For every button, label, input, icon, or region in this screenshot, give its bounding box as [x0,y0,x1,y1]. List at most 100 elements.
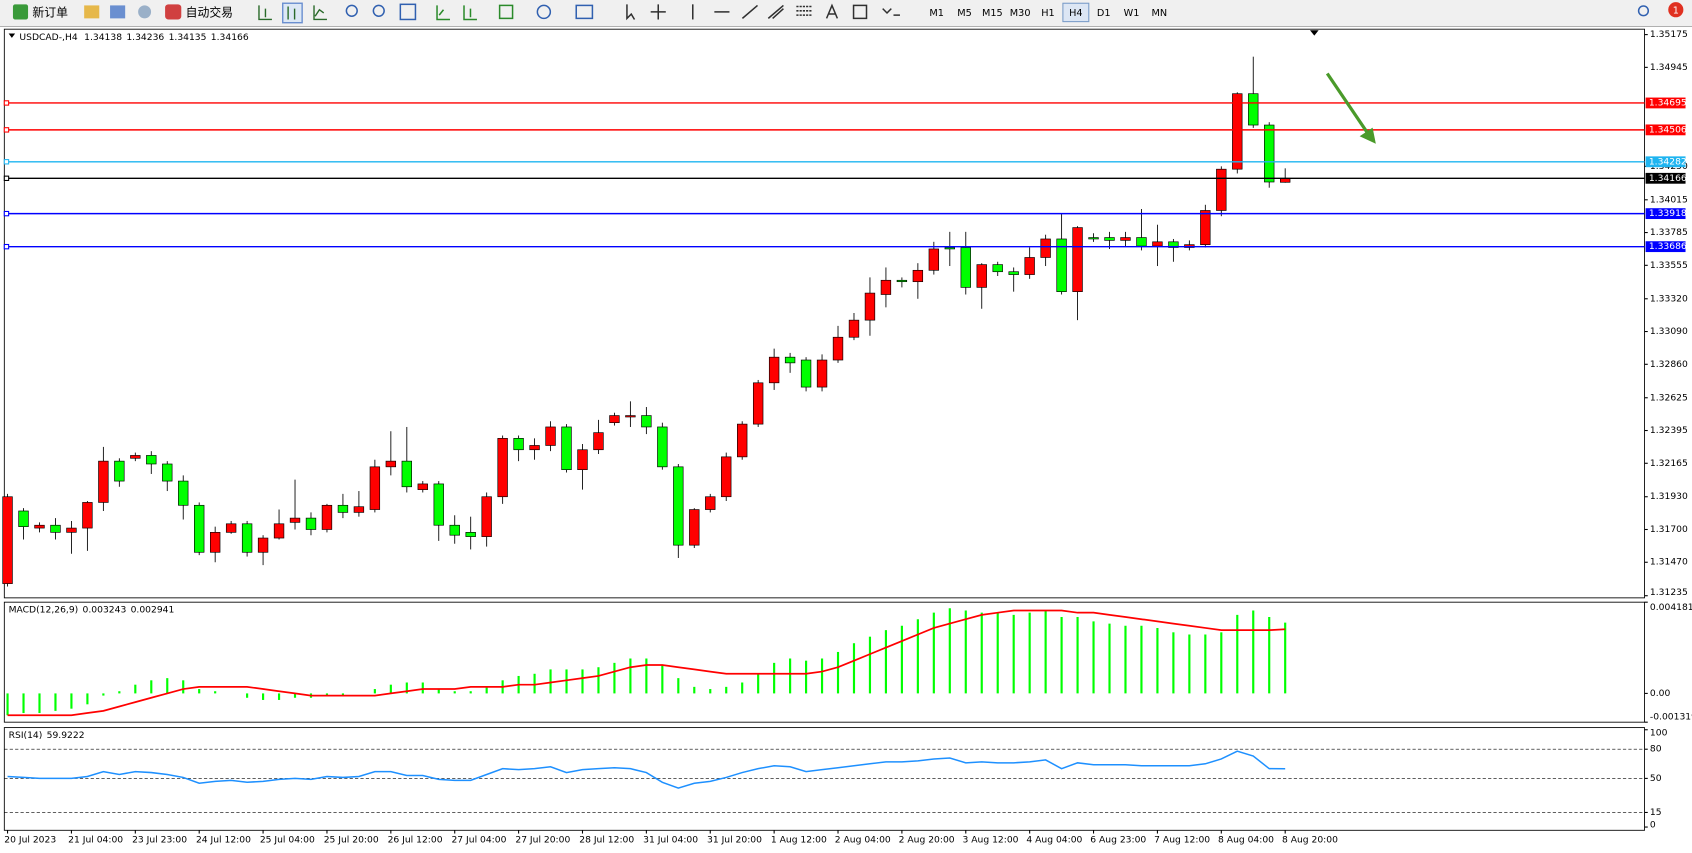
zoom-out-icon[interactable] [372,4,385,17]
y-tick-label: 1.34015 [1650,194,1688,205]
auto-trading-button[interactable]: 自动交易 [186,5,233,19]
tile-icon[interactable] [399,3,417,21]
ohlc-low: 1.34135 [169,31,207,42]
x-tick-label: 1 Aug 12:00 [771,835,827,846]
candle-body [832,336,844,361]
arrows-icon[interactable] [882,8,900,16]
candle-body [689,509,700,546]
price-label-bg [1645,97,1686,109]
templates-icon[interactable] [575,4,594,20]
candle-body [737,423,748,458]
main-panel [3,28,1645,599]
notification-badge[interactable] [1668,2,1684,18]
candle-body [1168,241,1179,248]
price-label-bg [1645,124,1686,136]
line-handle [3,100,10,106]
indicator-value: 0.002941 [131,604,175,615]
timeframe-button[interactable]: M30 [1010,8,1031,19]
candle-body [18,510,29,527]
rsi-panel [3,727,1645,831]
chart-title: USDCAD-,H4 [19,31,77,42]
candle-body [178,480,189,506]
price-label-bg [1645,156,1686,168]
shift-icon[interactable] [463,5,477,21]
bar-chart-icon[interactable] [258,5,272,21]
candle-body [960,247,971,288]
price-label-bg [1645,241,1686,253]
line-chart-icon[interactable] [313,5,327,21]
indicator-title: MACD(12,26,9) [9,604,79,615]
candle-body [305,517,317,530]
timeframe-button[interactable]: H4 [1069,8,1082,19]
y-tick-label: 1.33555 [1650,260,1688,271]
auto-trading-icon[interactable] [165,4,182,20]
candle-body [625,415,636,418]
new-order-icon[interactable] [12,4,29,20]
autoscroll-icon[interactable] [436,5,450,21]
candle-chart-icon[interactable] [282,2,303,24]
candle-body [657,426,668,468]
label-icon[interactable] [852,4,868,20]
candle-body [130,455,141,459]
x-tick-label: 24 Jul 12:00 [196,835,251,846]
indicator-value: 59.9222 [47,730,85,741]
indicator-value: 0.003243 [83,604,127,615]
x-tick-label: 21 Jul 04:00 [68,835,123,846]
candle-body [593,432,604,451]
annotation-arrow [1325,72,1376,144]
candle-body [385,460,397,468]
signal-line [7,609,1286,717]
y-tick-label: 1.33785 [1650,227,1688,238]
search-icon[interactable] [1637,5,1650,17]
candle-body [1024,257,1035,275]
candle-body [673,466,684,546]
new-order-button[interactable]: 新订单 [32,5,68,19]
timeframe-button[interactable]: M1 [929,8,944,19]
x-tick-label: 26 Jul 12:00 [388,835,443,846]
indicators-icon[interactable] [498,4,514,20]
trendline-icon[interactable] [741,4,759,19]
indicator-title: RSI(14) [9,730,43,741]
candle-body [545,426,556,446]
candle-body [561,426,572,471]
toolbar-icon[interactable] [110,5,126,19]
candle-body [2,496,13,584]
x-tick-label: 25 Jul 20:00 [324,835,379,846]
fibo-icon[interactable] [796,5,812,16]
timeframe-button[interactable]: W1 [1124,8,1140,19]
candle-body [225,523,237,533]
timeframe-button[interactable]: M5 [957,8,972,19]
crosshair-icon[interactable] [650,4,666,20]
y-tick-label: 1.32165 [1650,458,1688,469]
candle-body [289,517,301,523]
text-icon[interactable] [825,3,839,19]
candle-body [641,415,652,428]
candle-body [1216,168,1227,211]
line-handle [3,243,10,250]
timeframe-button[interactable]: M15 [982,8,1003,19]
candle-body [98,460,109,503]
price-label: 1.34506 [1649,124,1687,135]
candle-body [162,463,173,482]
timeframe-button[interactable]: D1 [1097,8,1111,19]
periods-icon[interactable] [536,4,552,20]
channel-icon[interactable] [767,4,784,19]
zoom-in-icon[interactable] [345,4,358,17]
candle-body [705,496,716,510]
notification-count: 1 [1673,5,1679,16]
candle-body [433,483,444,526]
candle-body [896,279,908,283]
cursor-icon[interactable] [626,4,636,21]
timeframe-button[interactable]: MN [1152,8,1168,19]
price-label: 1.33686 [1649,241,1687,252]
timeframe-button[interactable]: H1 [1041,8,1054,19]
toolbar-icon[interactable] [84,5,100,19]
x-tick-label: 6 Aug 23:00 [1090,835,1146,846]
candle-body [66,527,77,533]
ohlc-open: 1.34138 [84,31,122,42]
candle-body [768,356,780,384]
toolbar-icon[interactable] [138,5,152,19]
y-tick-label: 50 [1650,773,1662,784]
candle-body [609,415,620,424]
